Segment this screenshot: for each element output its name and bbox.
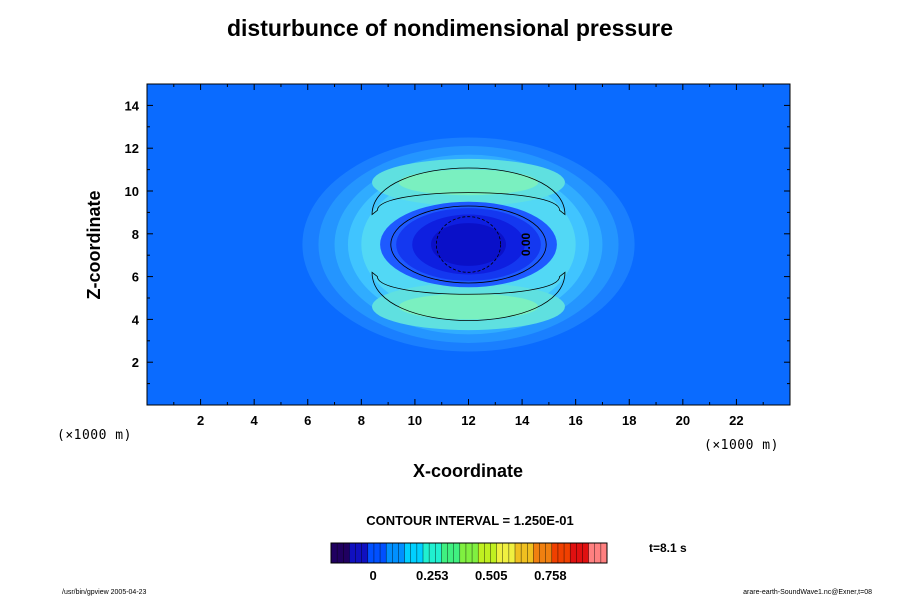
lower-lobe-core xyxy=(398,293,539,320)
y-tick-label: 14 xyxy=(125,98,140,113)
colorbar-tick-label: 0.253 xyxy=(416,568,449,583)
colorbar-cell xyxy=(380,543,387,563)
x-axis: 2 4 6 8 10 12 14 16 18 20 22 xyxy=(146,84,791,428)
y-tick-label: 2 xyxy=(132,355,139,370)
colorbar-cell xyxy=(416,543,424,563)
chart-title: disturbunce of nondimensional pressure xyxy=(226,15,673,41)
colorbar-cell xyxy=(392,543,399,563)
colorbar-cell xyxy=(496,543,504,563)
contour-interval-label: CONTOUR INTERVAL = 1.250E-01 xyxy=(366,513,574,528)
colorbar-cell xyxy=(465,543,473,563)
colorbar-cell xyxy=(349,543,356,563)
colorbar-cell xyxy=(459,543,467,563)
x-tick-label: 12 xyxy=(461,413,475,428)
colorbar-cell xyxy=(410,543,418,563)
colorbar-cell xyxy=(502,543,510,563)
y-tick-label: 12 xyxy=(125,141,139,156)
colorbar-cell xyxy=(404,543,412,563)
y-tick-label: 8 xyxy=(132,227,139,242)
colorbar-cell xyxy=(594,543,602,563)
colorbar-cell xyxy=(600,543,608,563)
colorbar-cell xyxy=(588,543,596,563)
colorbar-cell xyxy=(435,543,442,563)
colorbar-cell xyxy=(447,543,454,563)
footer-right: arare-earth-SoundWave1.nc@Exner,t=08 xyxy=(743,589,872,596)
colorbar-border xyxy=(330,542,608,564)
colorbar-cell xyxy=(343,543,350,563)
y-tick-label: 4 xyxy=(132,312,140,327)
colorbar-cell xyxy=(490,543,497,563)
colorbar-cell xyxy=(521,543,528,563)
x-axis-units: (×1000 m) xyxy=(704,438,779,453)
y-tick-label: 10 xyxy=(125,184,139,199)
contour-upper-lobe xyxy=(371,167,566,216)
colorbar-tick-label: 0.758 xyxy=(534,568,567,583)
colorbar-cell xyxy=(478,543,485,563)
colorbar-cell xyxy=(533,543,540,563)
colorbar-cell xyxy=(386,543,393,563)
colorbar-cell xyxy=(472,543,479,563)
y-axis-units: (×1000 m) xyxy=(57,428,132,443)
contour-label: 0.00 xyxy=(519,232,533,256)
colorbar-cell xyxy=(355,543,362,563)
colorbar-cell xyxy=(527,543,534,563)
y-tick-label: 6 xyxy=(132,270,139,285)
footer-left: /usr/bin/gpview 2005-04-23 xyxy=(62,589,147,596)
colorbar-cell xyxy=(441,543,448,563)
colorbar-cell xyxy=(564,543,571,563)
colorbar: 0 0.253 0.505 0.758 xyxy=(330,542,608,583)
colorbar-cell xyxy=(515,543,522,563)
x-tick-label: 20 xyxy=(676,413,690,428)
colorbar-cell xyxy=(551,543,559,563)
colorbar-tick-label: 0.505 xyxy=(475,568,508,583)
time-label: t=8.1 s xyxy=(649,541,687,555)
colorbar-cell xyxy=(576,543,583,563)
contour-negative xyxy=(435,216,502,273)
colorbar-cell xyxy=(337,543,344,563)
colorbar-cell xyxy=(484,543,491,563)
colorbar-cell xyxy=(453,543,461,563)
colorbar-cell xyxy=(373,543,381,563)
colorbar-cell xyxy=(539,543,546,563)
x-tick-label: 6 xyxy=(304,413,311,428)
x-tick-label: 14 xyxy=(515,413,530,428)
colorbar-cell xyxy=(367,543,375,563)
colorbar-cell xyxy=(423,543,430,563)
x-tick-label: 10 xyxy=(408,413,422,428)
colorbar-cell xyxy=(331,543,338,563)
colorbar-cell xyxy=(508,543,516,563)
colorbar-cell xyxy=(545,543,553,563)
colorbar-cell xyxy=(570,543,577,563)
x-tick-label: 22 xyxy=(729,413,743,428)
x-tick-label: 18 xyxy=(622,413,636,428)
colorbar-tick-label: 0 xyxy=(369,568,376,583)
colorbar-cell xyxy=(429,543,436,563)
colorbar-cell xyxy=(582,543,589,563)
x-tick-label: 4 xyxy=(251,413,259,428)
y-axis: 2 4 6 8 10 12 14 xyxy=(125,83,790,406)
colorbar-cell xyxy=(361,543,369,563)
x-tick-label: 8 xyxy=(358,413,365,428)
colorbar-cell xyxy=(398,543,405,563)
x-axis-title: X-coordinate xyxy=(413,461,523,481)
contour-zero xyxy=(390,205,547,284)
x-tick-label: 16 xyxy=(568,413,582,428)
y-axis-title: Z-coordinate xyxy=(84,190,104,299)
colorbar-cell xyxy=(557,543,565,563)
contour-lower-lobe xyxy=(371,271,566,321)
x-tick-label: 2 xyxy=(197,413,204,428)
plot-area: 0.00 xyxy=(146,83,791,406)
low-band-3 xyxy=(430,223,507,266)
upper-lobe-core xyxy=(398,169,539,196)
